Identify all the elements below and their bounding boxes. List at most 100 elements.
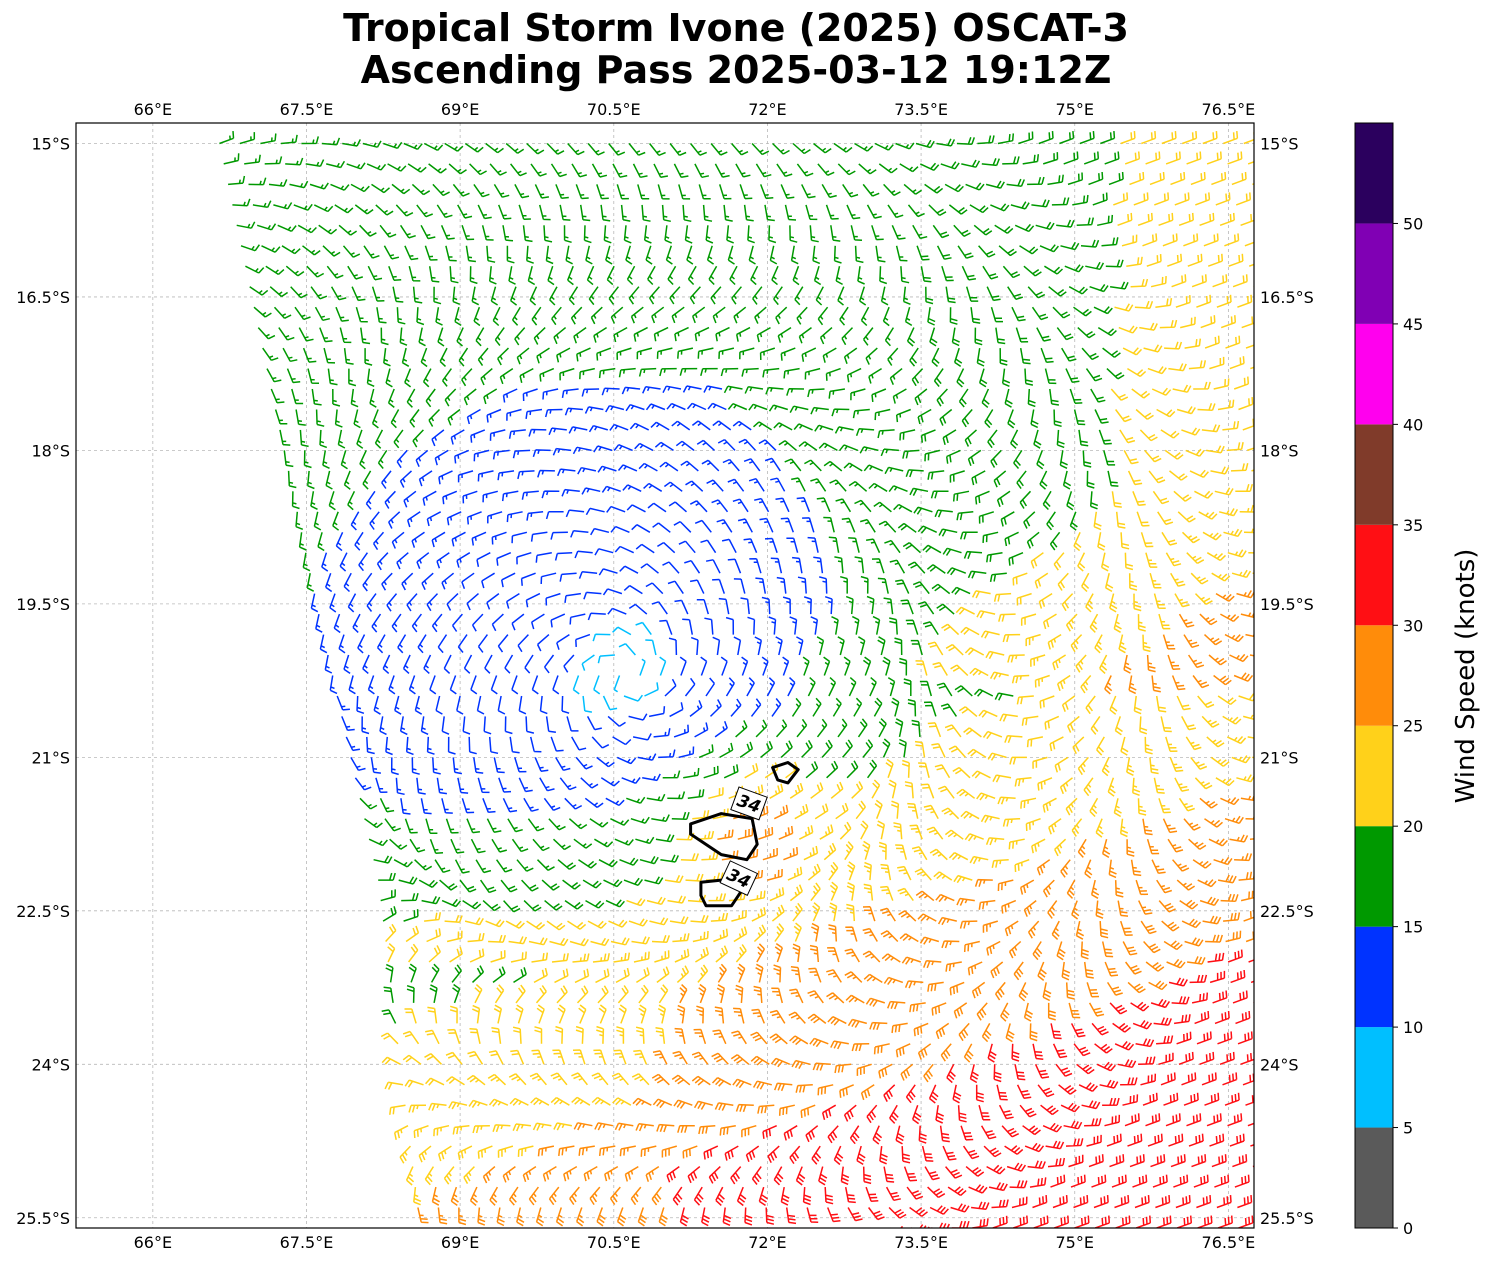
wind-barb (917, 1043, 932, 1060)
lon-tick-label-bottom: 76.5°E (1202, 1233, 1256, 1252)
wind-barb (1036, 450, 1045, 470)
wind-barb (667, 791, 686, 800)
wind-barb (981, 388, 990, 408)
lon-tick-label-top: 72°E (748, 100, 786, 119)
wind-barb (679, 656, 687, 676)
wind-barb (1227, 949, 1243, 963)
wind-barb (1019, 490, 1032, 509)
wind-barb (387, 388, 395, 408)
wind-barb (420, 347, 428, 368)
wind-barb (672, 933, 690, 943)
wind-barb (337, 429, 346, 449)
wind-barb (658, 749, 676, 759)
wind-barb (347, 265, 364, 280)
wind-barb (1104, 573, 1114, 593)
wind-barb (716, 984, 726, 1004)
wind-barb (683, 767, 700, 779)
wind-barb (439, 347, 448, 367)
wind-barb (570, 529, 589, 538)
colorbar-tick-label: 5 (1403, 1119, 1413, 1138)
wind-barb (682, 385, 702, 393)
wind-barb (957, 1105, 967, 1123)
wind-barb (563, 225, 572, 244)
wind-barb (437, 634, 448, 654)
wind-barb (1018, 131, 1034, 145)
wind-barb (678, 746, 695, 759)
wind-barb (315, 613, 323, 633)
wind-barb (831, 408, 850, 417)
wind-barb (467, 1050, 484, 1065)
wind-barb (737, 963, 746, 983)
wind-barb (366, 593, 377, 612)
wind-barb (1210, 756, 1230, 767)
wind-barb (1163, 940, 1183, 951)
wind-barb (712, 420, 732, 431)
wind-barb (804, 367, 821, 380)
wind-barb (1042, 797, 1057, 813)
wind-barb (851, 1043, 870, 1052)
wind-barb (853, 697, 863, 717)
wind-barb (747, 616, 756, 635)
wind-barb (1149, 171, 1165, 186)
wind-barb (672, 1186, 683, 1206)
wind-barb (581, 388, 600, 397)
wind-barb (401, 893, 419, 902)
wind-barb (1196, 294, 1212, 308)
wind-barb (1060, 859, 1071, 878)
wind-barb (810, 882, 821, 902)
wind-barb (456, 695, 464, 715)
wind-barb (751, 1008, 765, 1024)
wind-barb (1020, 613, 1037, 626)
wind-barb (352, 613, 361, 633)
wind-barb (1131, 388, 1151, 399)
wind-barb (730, 1054, 750, 1065)
wind-barb (1162, 233, 1178, 247)
wind-barb (575, 756, 593, 770)
wind-barb (963, 550, 983, 559)
wind-barb (1124, 151, 1141, 165)
wind-barb (1013, 1215, 1029, 1228)
wind-barb (1199, 797, 1218, 809)
wind-barb (1005, 1023, 1015, 1043)
wind-barb (571, 163, 587, 178)
wind-barb (788, 1011, 806, 1024)
wind-barb (402, 654, 411, 674)
wind-barb (674, 1027, 686, 1044)
wind-barb (621, 386, 641, 395)
wind-barb (523, 900, 542, 912)
wind-barb (744, 386, 764, 394)
wind-barb (774, 923, 785, 942)
wind-barb (489, 163, 507, 176)
wind-barb (719, 742, 734, 759)
wind-barb (940, 1043, 952, 1062)
wind-barb (954, 685, 973, 697)
wind-barb (597, 465, 617, 473)
colorbar-tick-label: 10 (1403, 1018, 1423, 1037)
wind-barb (769, 1009, 786, 1024)
wind-barb (391, 613, 402, 633)
wind-barb (616, 347, 632, 360)
wind-barb (989, 671, 1009, 680)
wind-barb (1085, 695, 1096, 715)
wind-barb (467, 932, 485, 943)
wind-barb (941, 265, 954, 282)
wind-barb (471, 613, 484, 632)
wind-barb (318, 224, 338, 235)
wind-barb (834, 426, 854, 434)
wind-barb (1222, 420, 1240, 431)
wind-barb (856, 1145, 866, 1166)
wind-barb (816, 718, 828, 738)
wind-barb (1234, 1174, 1250, 1188)
wind-barb (882, 656, 891, 676)
wind-barb (547, 265, 555, 286)
wind-barb (1015, 327, 1029, 343)
wind-barb (525, 716, 535, 734)
wind-barb (1139, 322, 1158, 331)
wind-barb (978, 899, 996, 910)
wind-barb (441, 572, 455, 590)
wind-barb (895, 579, 910, 594)
wind-barb (592, 633, 611, 642)
wind-barb (1122, 347, 1143, 356)
wind-barb (429, 984, 438, 1004)
wind-barb (265, 265, 285, 276)
